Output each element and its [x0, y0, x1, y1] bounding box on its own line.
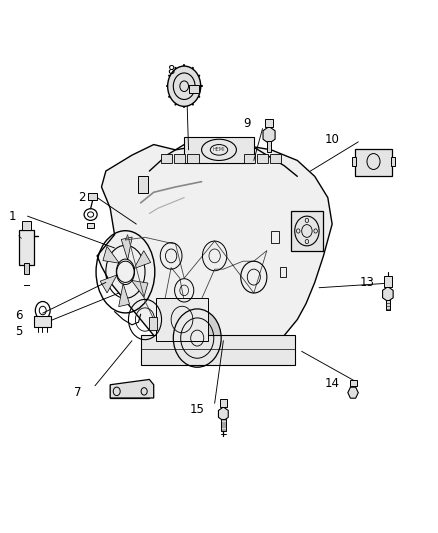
Polygon shape	[110, 379, 154, 398]
Text: 14: 14	[325, 377, 339, 390]
Bar	[187, 154, 198, 163]
Text: 2: 2	[78, 191, 86, 204]
Polygon shape	[348, 387, 358, 398]
Bar	[141, 335, 295, 365]
Polygon shape	[103, 246, 119, 263]
Bar	[271, 231, 279, 243]
Polygon shape	[263, 126, 275, 143]
Bar	[22, 221, 31, 230]
Bar	[156, 298, 208, 341]
Bar	[149, 317, 157, 330]
Bar	[34, 316, 51, 327]
Bar	[257, 154, 268, 163]
Bar	[244, 154, 255, 163]
Bar	[352, 157, 356, 166]
Bar	[19, 230, 35, 265]
Polygon shape	[97, 144, 332, 362]
Text: 10: 10	[325, 133, 339, 146]
Text: HEMI: HEMI	[213, 147, 225, 152]
Text: 1: 1	[8, 209, 16, 223]
Text: 5: 5	[15, 325, 22, 338]
Bar	[88, 193, 97, 200]
Bar	[110, 385, 149, 398]
Polygon shape	[219, 407, 228, 421]
Polygon shape	[119, 284, 130, 306]
Polygon shape	[134, 251, 151, 269]
Bar	[188, 85, 199, 93]
Bar	[24, 263, 29, 274]
Bar	[280, 266, 286, 277]
Bar	[291, 211, 323, 251]
Bar	[355, 149, 392, 176]
Text: 6: 6	[15, 309, 22, 322]
Bar	[161, 154, 173, 163]
Text: 8: 8	[167, 64, 175, 77]
Bar	[221, 419, 226, 431]
Bar	[265, 118, 273, 126]
Bar	[350, 380, 357, 386]
Bar	[391, 157, 395, 166]
Polygon shape	[382, 287, 393, 302]
Circle shape	[173, 309, 221, 367]
Bar	[384, 276, 392, 287]
Polygon shape	[121, 237, 132, 260]
Bar	[267, 141, 271, 152]
Text: 13: 13	[360, 276, 374, 289]
Bar	[386, 301, 390, 310]
Bar	[270, 154, 281, 163]
Bar	[174, 154, 185, 163]
Polygon shape	[100, 275, 117, 293]
Bar	[220, 399, 227, 407]
Bar	[138, 176, 148, 193]
Text: 7: 7	[74, 386, 81, 399]
Bar	[184, 136, 254, 163]
Bar	[87, 223, 94, 228]
Text: 15: 15	[190, 403, 205, 416]
Circle shape	[168, 66, 201, 107]
Polygon shape	[131, 280, 148, 297]
Text: 9: 9	[244, 117, 251, 130]
